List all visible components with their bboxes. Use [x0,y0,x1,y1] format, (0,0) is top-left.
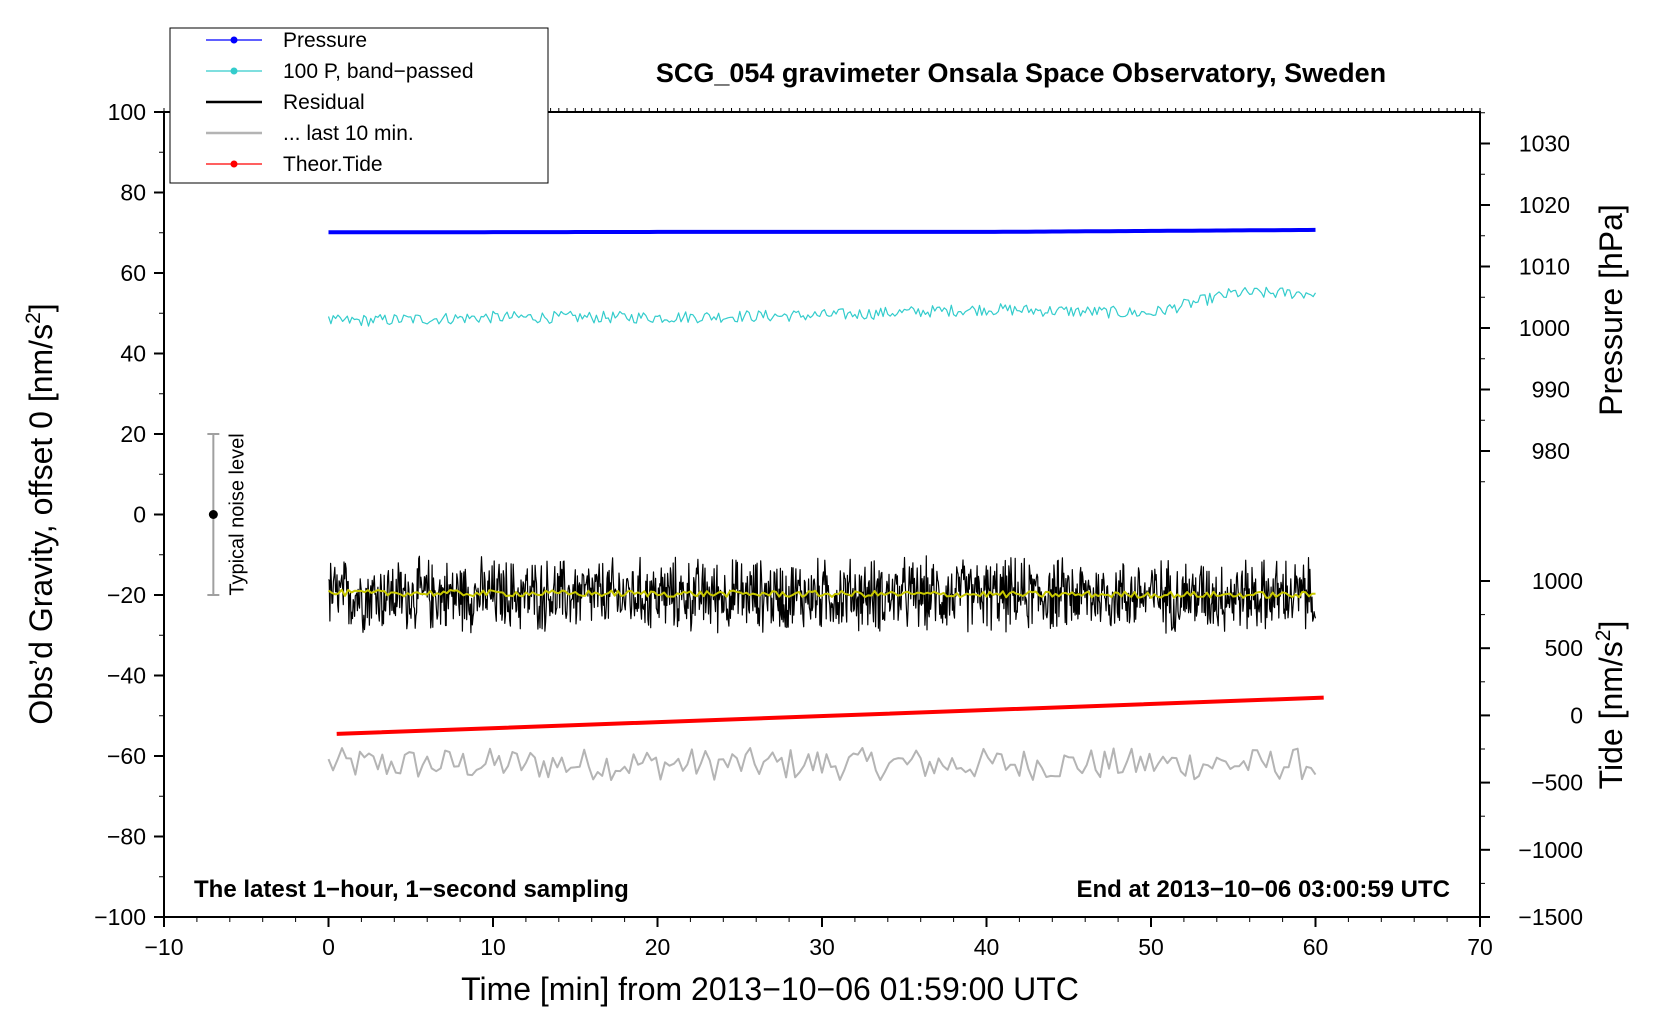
legend-marker [230,160,238,168]
x-axis-label: Time [min] from 2013−10−06 01:59:00 UTC [461,971,1079,1007]
legend-items: Pressure 100 P, band−passed Residual ... la… [206,29,474,176]
x-tick-label: 60 [1303,934,1329,960]
y-tick-label: 0 [133,502,146,528]
y-tick-label: 20 [120,421,146,447]
y-axis-label-tide-main: Tide [nm/s [1593,641,1629,789]
legend-label: Pressure [283,29,367,52]
x-tick-label: 20 [645,934,671,960]
end-time-note: End at 2013−10−06 03:00:59 UTC [1076,876,1450,903]
y-tick-label: 60 [120,260,146,286]
y-axis-label-left-main: Obs’d Gravity, offset 0 [nm/s [23,324,59,725]
legend-label: ... last 10 min. [283,122,414,145]
pressure-tick-label: 1030 [1519,131,1570,157]
y-tick-label: 80 [120,180,146,206]
y-axis-label-left: Obs’d Gravity, offset 0 [nm/s2] [22,303,59,724]
tick-labels: −10 0 10 20 30 40 50 60 70100806040200−20−40−60−… [94,99,1583,960]
sampling-note: The latest 1−hour, 1−second sampling [194,876,629,903]
y-axis-label-left-sup: 2 [22,312,45,324]
legend-label: Residual [283,91,365,114]
plot-frame [163,111,1481,918]
y-tick-label: 40 [120,341,146,367]
y-axis-label-tide-end: ] [1593,621,1629,630]
y-axis-label-pressure: Pressure [hPa] [1593,204,1629,416]
tide-tick-label: 0 [1570,702,1583,728]
noise-level-label: Typical noise level [226,433,248,595]
tide-tick-label: −1000 [1518,837,1583,863]
x-tick-label: 0 [322,934,335,960]
y-tick-label: −80 [107,824,146,850]
pressure-tick-label: 980 [1532,438,1570,464]
legend-label: Theor.Tide [283,153,383,176]
pressure-tick-label: 990 [1532,377,1570,403]
legend: Pressure 100 P, band−passed Residual ... la… [169,27,549,184]
series-smoothed-residual-line [327,588,1316,599]
noise-level-center-dot [208,510,218,519]
x-tick-label: 40 [974,934,1000,960]
tide-tick-label: 1000 [1532,568,1583,594]
x-tick-label: 10 [480,934,506,960]
tide-tick-label: −1500 [1518,904,1583,930]
series-100-p-band-passed-line [327,286,1317,327]
series-pressure-line [328,227,1316,235]
series-last-10-min-line [327,747,1317,781]
pressure-tick-label: 1020 [1519,192,1570,218]
y-tick-label: −40 [107,663,146,689]
series-theor-tide-line [336,695,1324,736]
series-residual-line [328,555,1317,634]
pressure-tick-label: 1000 [1519,315,1570,341]
legend-box [169,27,549,184]
tide-tick-label: −500 [1531,770,1583,796]
pressure-tick-label: 1010 [1519,254,1570,280]
y-axis-label-left-end: ] [23,303,59,312]
y-tick-label: −60 [107,743,146,769]
y-tick-label: −20 [107,582,146,608]
chart-title: SCG_054 gravimeter Onsala Space Observat… [656,58,1386,88]
x-tick-label: 50 [1138,934,1164,960]
y-axis-label-tide-sup: 2 [1592,630,1615,642]
legend-label: 100 P, band−passed [283,60,474,83]
y-axis-label-tide: Tide [nm/s2] [1592,621,1629,790]
legend-marker [230,67,238,75]
noise-level-indicator: Typical noise level [207,433,248,596]
tide-tick-label: 500 [1545,635,1583,661]
x-tick-label: 70 [1467,934,1493,960]
x-tick-label: 30 [809,934,835,960]
x-tick-label: −10 [144,934,183,960]
legend-marker [230,36,238,44]
y-tick-label: 100 [108,99,146,125]
y-tick-label: −100 [94,904,146,930]
series-layer [327,227,1324,781]
